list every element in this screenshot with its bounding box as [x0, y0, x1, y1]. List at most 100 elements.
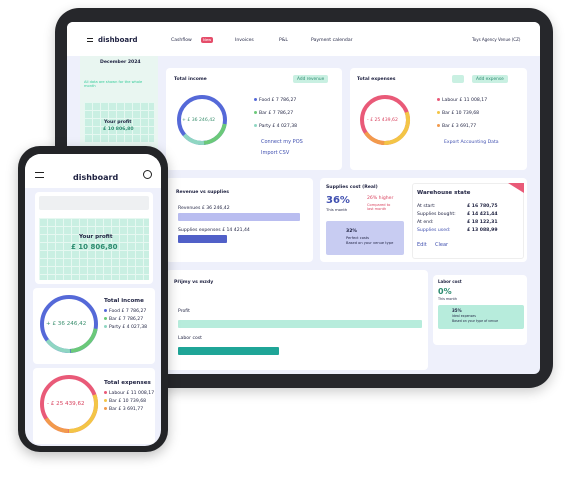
note: All data are shown for the whole month: [84, 80, 143, 89]
legend-item: Labour £ 11 008,17: [104, 391, 154, 397]
link[interactable]: Connect my POS: [261, 139, 303, 145]
labor-bar: [178, 347, 279, 355]
ideal: 35%: [452, 308, 462, 313]
row-value: £ 18 122,31: [467, 220, 498, 225]
row-label: Labor cost: [178, 336, 202, 341]
expenses-donut: [40, 375, 98, 433]
phone-header: [25, 154, 161, 188]
legend-text: Bar £ 10 739,68: [442, 111, 480, 116]
phone-screen: dishboard Your profit £ 10 806,80 + £ 36…: [25, 154, 161, 446]
card-title: Revenue vs supplies: [176, 190, 229, 195]
legend-text: Bar £ 7 786,27: [259, 111, 294, 116]
legend-text: Party £ 4 027,38: [109, 325, 148, 330]
legend-item: Bar £ 7 786,27: [104, 317, 143, 323]
income-card: [166, 68, 342, 170]
value: 0%: [438, 287, 452, 296]
card-title: Labor cost: [438, 279, 462, 284]
ideal-label: Perfect costs: [346, 236, 370, 240]
row-label: Supplies bought:: [417, 212, 456, 217]
month[interactable]: December 2024: [100, 60, 141, 65]
link[interactable]: Import CSV: [261, 150, 290, 156]
income-donut: [40, 295, 98, 353]
row-label: At start:: [417, 204, 436, 209]
profit-box: [39, 218, 149, 280]
add-revenue[interactable]: Add revenue: [293, 75, 329, 83]
action[interactable]: Edit: [417, 242, 427, 248]
change-note: Compared to last month: [367, 203, 391, 212]
income-total: + £ 36 246,42: [182, 118, 216, 123]
ideal-box: [438, 305, 524, 329]
legend-text: Labour £ 11 008,17: [109, 391, 155, 396]
period: This month: [438, 297, 458, 301]
badge: New: [201, 36, 214, 43]
card-title: Total expenses: [104, 380, 151, 386]
profit-label: Your profit: [104, 120, 132, 125]
expenses-total: - £ 25 439,62: [367, 118, 398, 123]
row-label: At end:: [417, 220, 434, 225]
legend-text: Bar £ 3 691,77: [442, 124, 477, 129]
row-value: £ 16 780,75: [467, 204, 498, 209]
income-donut: [177, 95, 227, 145]
menu-icon[interactable]: [35, 172, 44, 178]
legend-item: Bar £ 10 739,68: [437, 111, 479, 117]
card-title: Příjmy vs mzdy: [174, 280, 214, 285]
menu-item[interactable]: Payment calendar: [311, 38, 353, 43]
menu-icon[interactable]: [87, 38, 93, 42]
row-label: Profit: [178, 309, 190, 314]
legend-item: Bar £ 7 786,27: [254, 111, 293, 117]
venue[interactable]: Toys Agency Venue (CZ): [472, 37, 521, 42]
card-title: Warehouse state: [417, 190, 471, 196]
profit-box: [84, 102, 154, 142]
revenue-bar: [178, 213, 300, 221]
expenses-card: [350, 68, 527, 170]
row-value: £ 14 421,44: [467, 212, 498, 217]
legend-item: Party £ 4 027,38: [104, 325, 147, 331]
action[interactable]: Clear: [435, 242, 449, 248]
legend-text: Food £ 7 786,27: [109, 309, 147, 314]
expenses-donut: [360, 95, 410, 145]
profit: £ 10 806,80: [103, 127, 134, 132]
menu-item[interactable]: Cashflow: [171, 38, 192, 43]
account-icon[interactable]: [143, 170, 152, 179]
add-expense[interactable]: Add expense: [472, 75, 508, 83]
change: 26% higher: [367, 196, 394, 201]
legend-text: Food £ 7 786,27: [259, 98, 297, 103]
brand: dishboard: [73, 173, 119, 182]
income-total: + £ 36 246,42: [46, 321, 87, 327]
legend-text: Bar £ 7 786,27: [109, 317, 144, 322]
ideal-note: Based on your venue type: [346, 241, 394, 245]
ideal: 32%: [346, 229, 357, 234]
legend-text: Bar £ 3 691,77: [109, 407, 144, 412]
profit-bar: [178, 320, 422, 328]
link[interactable]: Export Accounting Data: [444, 140, 499, 145]
legend-item: Food £ 7 786,27: [104, 309, 146, 315]
row-label: Revenues £ 36 246,42: [178, 206, 230, 211]
menu-item[interactable]: P&L: [279, 38, 288, 43]
legend-item: Bar £ 10 739,68: [104, 399, 146, 405]
corner-ribbon: [508, 183, 524, 193]
legend-text: Labour £ 11 008,17: [442, 98, 488, 103]
legend-item: Labour £ 11 008,17: [437, 98, 487, 104]
warehouse-panel: [412, 183, 524, 259]
legend-item: Bar £ 3 691,77: [104, 407, 143, 413]
card-title: Total income: [104, 298, 144, 304]
row-label: Supplies used:: [417, 228, 451, 233]
menu-item[interactable]: Invoices: [235, 38, 254, 43]
card-title: Total expenses: [357, 77, 396, 82]
ideal-box: [326, 221, 404, 255]
profit: £ 10 806,80: [71, 243, 118, 251]
brand: dishboard: [98, 36, 138, 44]
supplies-bar: [178, 235, 227, 243]
period: This month: [326, 207, 348, 212]
card-title: Supplies cost (Real): [326, 185, 378, 190]
placeholder-bar: [39, 196, 149, 210]
row-label: Supplies expenses £ 14 421,44: [178, 228, 250, 233]
profit-label: Your profit: [79, 234, 113, 240]
legend-item: Bar £ 3 691,77: [437, 124, 476, 130]
upload[interactable]: [452, 75, 464, 83]
legend-text: Party £ 4 027,38: [259, 124, 298, 129]
ideal-note: Based on your type of venue: [452, 319, 499, 323]
value: 36%: [326, 195, 350, 206]
row-value: £ 13 088,99: [467, 228, 498, 233]
